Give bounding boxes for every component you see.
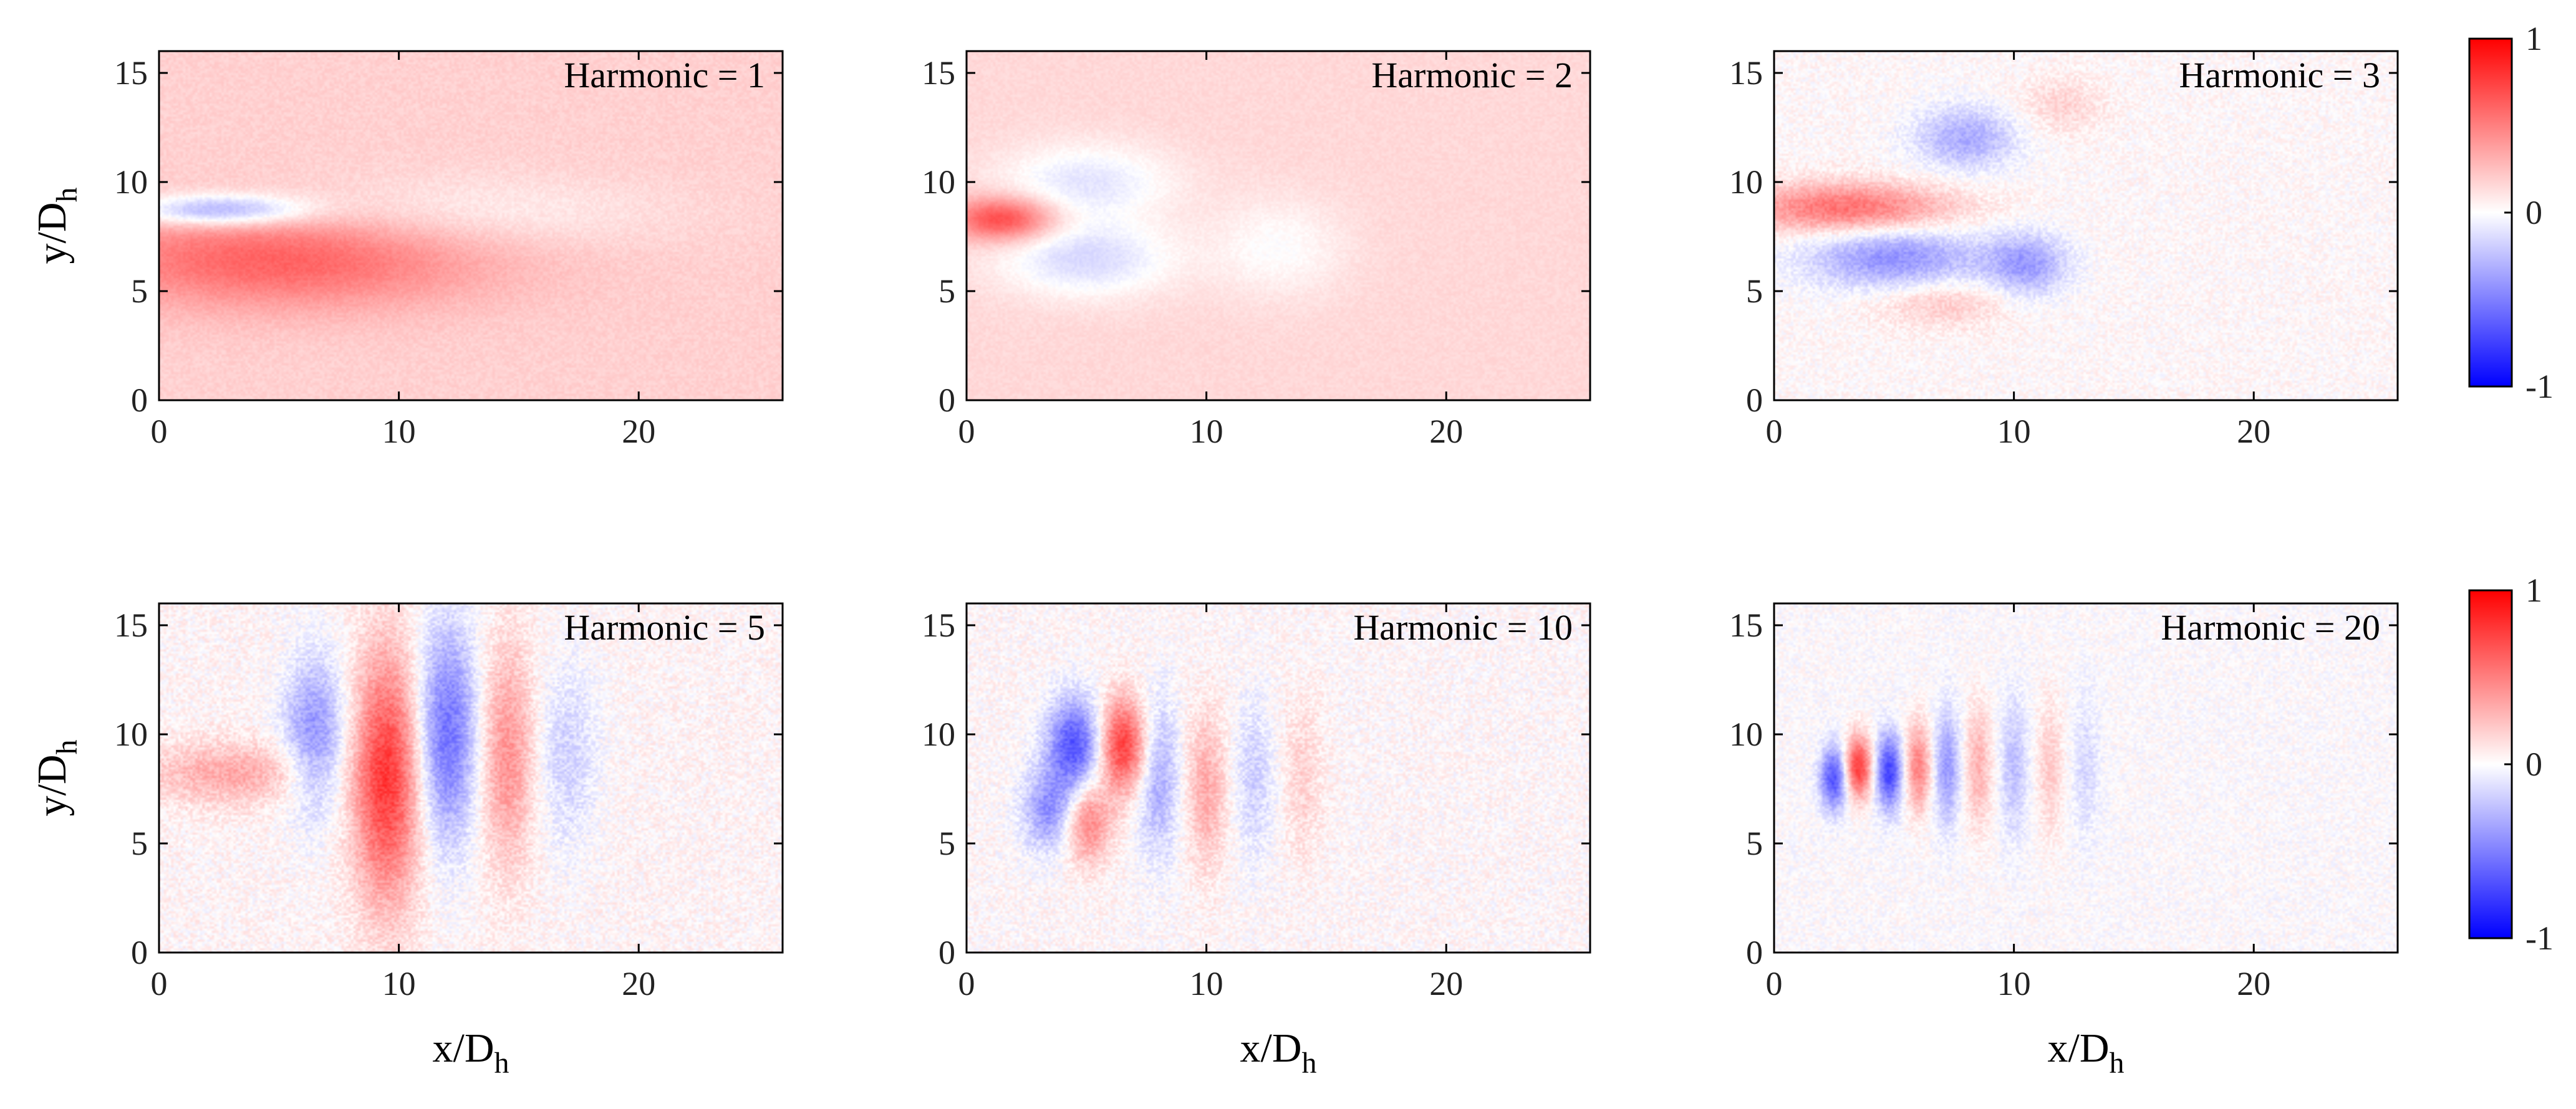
- panel-3: 0 10 20 0 5 10 15 Harmonic = 3: [1729, 50, 2399, 450]
- y-axis-label: y/Dh: [29, 188, 84, 264]
- x-tick-label: 0: [958, 965, 975, 1002]
- y-tick-label: 5: [938, 825, 955, 862]
- y-tick-label: 10: [1729, 716, 1763, 753]
- y-tick-label: 10: [922, 716, 955, 753]
- x-axis-label-main: x/D: [1240, 1025, 1302, 1071]
- x-axis-label: x/Dh: [433, 1025, 509, 1080]
- panel-1: 0 10 20 0 5 10 15 Harmonic = 1 y/Dh: [29, 50, 784, 450]
- x-tick-label: 10: [1997, 965, 2031, 1002]
- x-tick-label: 20: [622, 413, 655, 450]
- colorbar-1: 1 0 -1: [2468, 20, 2554, 405]
- heatmap-field: [159, 51, 783, 400]
- x-axis-label: x/Dh: [1240, 1025, 1317, 1080]
- heatmap-field: [159, 603, 783, 953]
- x-axis-label-subscript: h: [494, 1047, 509, 1080]
- y-tick-label: 5: [1746, 825, 1763, 862]
- x-axis-label-main: x/D: [2048, 1025, 2110, 1071]
- harmonic-annotation: Harmonic = 2: [1371, 55, 1573, 95]
- harmonic-annotation: Harmonic = 5: [564, 607, 765, 648]
- x-tick-label: 20: [2237, 965, 2270, 1002]
- colorbar-tick-label: 0: [2525, 194, 2542, 231]
- x-tick-label: 10: [1997, 413, 2031, 450]
- x-tick-label: 20: [1429, 413, 1463, 450]
- heatmap-field: [1774, 51, 2398, 400]
- x-tick-label: 10: [1190, 965, 1223, 1002]
- x-tick-label: 0: [151, 413, 168, 450]
- x-tick-label: 0: [958, 413, 975, 450]
- y-tick-label: 5: [938, 272, 955, 310]
- y-tick-label: 15: [114, 54, 148, 92]
- y-tick-label: 5: [131, 825, 148, 862]
- y-tick-label: 10: [114, 716, 148, 753]
- panel-frame: [158, 602, 784, 954]
- y-tick-label: 0: [131, 934, 148, 971]
- panel-6: 0 10 20 0 5 10 15 Harmonic = 20 x/Dh: [1729, 602, 2399, 1080]
- y-axis-label: y/Dh: [29, 740, 84, 817]
- x-tick-label: 10: [382, 965, 416, 1002]
- harmonic-annotation: Harmonic = 20: [2161, 607, 2380, 648]
- y-tick-label: 0: [938, 934, 955, 971]
- y-tick-label: 0: [938, 382, 955, 419]
- harmonic-annotation: Harmonic = 3: [2179, 55, 2380, 95]
- y-tick-label: 0: [131, 382, 148, 419]
- heatmap-field: [967, 603, 1590, 953]
- panel-frame: [1773, 602, 2399, 954]
- panel-frame: [965, 50, 1591, 401]
- x-axis-label-subscript: h: [1302, 1047, 1317, 1080]
- y-tick-label: 15: [1729, 607, 1763, 644]
- heatmap-field: [1774, 603, 2398, 953]
- panel-frame: [965, 602, 1591, 954]
- colorbar-layer: 1 0 -1 1 0 -1: [2468, 20, 2554, 957]
- panel-frame: [158, 50, 784, 401]
- x-axis-label: x/Dh: [2048, 1025, 2125, 1080]
- x-axis-label-subscript: h: [2110, 1047, 2125, 1080]
- x-tick-label: 0: [151, 965, 168, 1002]
- y-tick-label: 15: [922, 607, 955, 644]
- harmonic-annotation: Harmonic = 1: [564, 55, 765, 95]
- panel-2: 0 10 20 0 5 10 15 Harmonic = 2: [922, 50, 1591, 450]
- panel-frame: [1773, 50, 2399, 401]
- y-axis-label-main: y/D: [29, 203, 75, 264]
- x-tick-label: 20: [622, 965, 655, 1002]
- x-tick-label: 20: [1429, 965, 1463, 1002]
- colorbar-2: 1 0 -1: [2468, 572, 2554, 957]
- y-tick-label: 5: [1746, 272, 1763, 310]
- x-tick-label: 10: [1190, 413, 1223, 450]
- colorbar-tick-label: -1: [2525, 368, 2554, 405]
- harmonic-annotation: Harmonic = 10: [1353, 607, 1573, 648]
- y-tick-label: 15: [922, 54, 955, 92]
- y-tick-label: 5: [131, 272, 148, 310]
- colorbar-tick-label: 1: [2525, 572, 2542, 609]
- y-tick-label: 10: [114, 163, 148, 201]
- x-axis-label-main: x/D: [433, 1025, 494, 1071]
- y-axis-label-subscript: h: [51, 740, 84, 755]
- x-tick-label: 0: [1766, 965, 1783, 1002]
- y-axis-label-main: y/D: [29, 755, 75, 817]
- y-axis-label-subscript: h: [51, 188, 84, 203]
- colorbar-tick-label: -1: [2525, 919, 2554, 957]
- x-tick-label: 20: [2237, 413, 2270, 450]
- colorbar-tick-label: 1: [2525, 20, 2542, 57]
- panel-5: 0 10 20 0 5 10 15 Harmonic = 10 x/Dh: [922, 602, 1591, 1080]
- y-tick-label: 15: [1729, 54, 1763, 92]
- colorbar-tick-label: 0: [2525, 746, 2542, 783]
- y-tick-label: 15: [114, 607, 148, 644]
- heatmap-field: [967, 51, 1590, 400]
- y-tick-label: 10: [922, 163, 955, 201]
- y-tick-label: 10: [1729, 163, 1763, 201]
- x-tick-label: 10: [382, 413, 416, 450]
- x-tick-label: 0: [1766, 413, 1783, 450]
- y-tick-label: 0: [1746, 934, 1763, 971]
- y-tick-label: 0: [1746, 382, 1763, 419]
